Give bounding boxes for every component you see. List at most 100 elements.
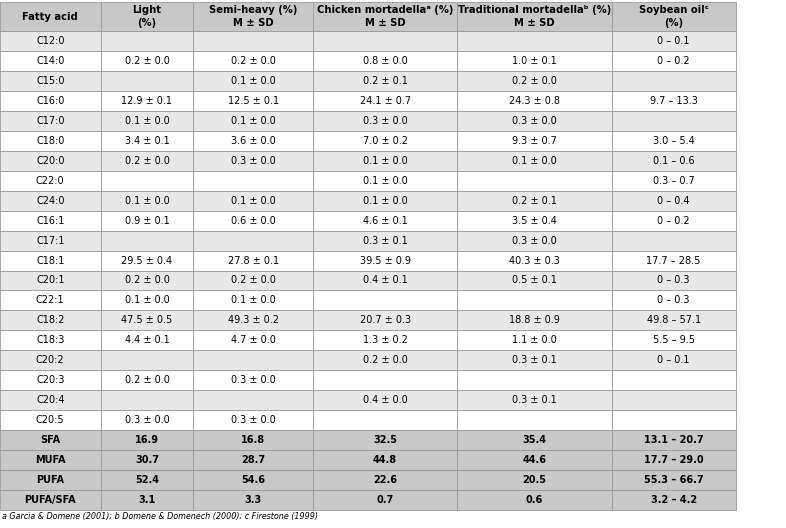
Bar <box>612 51 736 71</box>
Text: 0.3 ± 0.0: 0.3 ± 0.0 <box>231 375 275 385</box>
Bar <box>193 131 313 151</box>
Text: 0.6: 0.6 <box>526 495 543 505</box>
Bar <box>0 231 101 251</box>
Bar <box>0 151 101 171</box>
Bar <box>0 450 101 470</box>
Text: Soybean oilᶜ
(%): Soybean oilᶜ (%) <box>639 5 708 27</box>
Bar <box>0 251 101 270</box>
Bar <box>101 2 193 31</box>
Text: 9.3 ± 0.7: 9.3 ± 0.7 <box>512 136 557 146</box>
Bar <box>0 51 101 71</box>
Bar <box>0 310 101 331</box>
Bar <box>313 2 457 31</box>
Text: 0 – 0.1: 0 – 0.1 <box>657 36 690 46</box>
Bar <box>0 290 101 310</box>
Bar <box>457 331 612 351</box>
Text: 0.1 ± 0.0: 0.1 ± 0.0 <box>231 196 275 205</box>
Text: C18:3: C18:3 <box>36 335 64 345</box>
Bar <box>612 450 736 470</box>
Text: C20:2: C20:2 <box>36 355 64 365</box>
Text: 0 – 0.2: 0 – 0.2 <box>657 215 690 225</box>
Text: 0 – 0.1: 0 – 0.1 <box>657 355 690 365</box>
Bar <box>313 450 457 470</box>
Bar <box>0 390 101 410</box>
Text: 7.0 ± 0.2: 7.0 ± 0.2 <box>362 136 408 146</box>
Bar <box>193 430 313 450</box>
Text: C16:1: C16:1 <box>36 215 64 225</box>
Bar <box>101 31 193 51</box>
Text: 0.3 – 0.7: 0.3 – 0.7 <box>652 176 695 186</box>
Text: 32.5: 32.5 <box>373 435 397 445</box>
Text: 3.6 ± 0.0: 3.6 ± 0.0 <box>231 136 275 146</box>
Bar <box>193 251 313 270</box>
Text: 0.1 ± 0.0: 0.1 ± 0.0 <box>363 196 407 205</box>
Text: 0.1 ± 0.0: 0.1 ± 0.0 <box>512 156 556 166</box>
Bar <box>457 410 612 430</box>
Text: 0.2 ± 0.1: 0.2 ± 0.1 <box>362 76 408 86</box>
Text: 44.6: 44.6 <box>523 455 546 465</box>
Bar <box>193 370 313 390</box>
Text: PUFA: PUFA <box>36 475 64 485</box>
Bar <box>0 211 101 231</box>
Bar <box>457 111 612 131</box>
Bar <box>0 270 101 290</box>
Bar <box>612 251 736 270</box>
Bar <box>193 450 313 470</box>
Bar <box>612 111 736 131</box>
Bar <box>101 310 193 331</box>
Bar <box>193 390 313 410</box>
Text: 0.5 ± 0.1: 0.5 ± 0.1 <box>512 276 557 286</box>
Bar <box>101 270 193 290</box>
Bar <box>101 191 193 211</box>
Bar <box>0 490 101 510</box>
Text: C20:4: C20:4 <box>36 395 64 405</box>
Text: 0.1 – 0.6: 0.1 – 0.6 <box>653 156 694 166</box>
Text: 3.2 – 4.2: 3.2 – 4.2 <box>651 495 696 505</box>
Text: C22:0: C22:0 <box>36 176 64 186</box>
Bar <box>457 270 612 290</box>
Bar <box>193 151 313 171</box>
Bar <box>193 351 313 370</box>
Text: 0.3 ± 0.0: 0.3 ± 0.0 <box>512 235 556 246</box>
Text: 0.3 ± 0.0: 0.3 ± 0.0 <box>231 415 275 425</box>
Bar <box>612 2 736 31</box>
Text: 4.6 ± 0.1: 4.6 ± 0.1 <box>363 215 407 225</box>
Text: 0.3 ± 0.0: 0.3 ± 0.0 <box>231 156 275 166</box>
Bar <box>101 231 193 251</box>
Text: 17.7 – 29.0: 17.7 – 29.0 <box>644 455 703 465</box>
Text: 24.3 ± 0.8: 24.3 ± 0.8 <box>509 96 560 106</box>
Text: Traditional mortadellaᵇ (%)
M ± SD: Traditional mortadellaᵇ (%) M ± SD <box>458 5 611 27</box>
Text: C12:0: C12:0 <box>36 36 64 46</box>
Text: 0.3 ± 0.0: 0.3 ± 0.0 <box>512 116 556 126</box>
Text: 18.8 ± 0.9: 18.8 ± 0.9 <box>509 315 560 325</box>
Bar <box>0 191 101 211</box>
Bar <box>193 270 313 290</box>
Bar <box>457 290 612 310</box>
Bar <box>457 2 612 31</box>
Text: 0.3 ± 0.1: 0.3 ± 0.1 <box>512 395 556 405</box>
Text: SFA: SFA <box>40 435 61 445</box>
Text: 16.8: 16.8 <box>241 435 265 445</box>
Bar <box>313 310 457 331</box>
Bar <box>101 251 193 270</box>
Text: 28.7: 28.7 <box>241 455 265 465</box>
Bar <box>612 171 736 191</box>
Text: 13.1 – 20.7: 13.1 – 20.7 <box>644 435 703 445</box>
Text: 0.2 ± 0.1: 0.2 ± 0.1 <box>512 196 557 205</box>
Bar <box>612 331 736 351</box>
Bar <box>101 91 193 111</box>
Bar <box>457 430 612 450</box>
Text: C17:0: C17:0 <box>36 116 64 126</box>
Text: 0.7: 0.7 <box>376 495 394 505</box>
Text: 0.1 ± 0.0: 0.1 ± 0.0 <box>231 116 275 126</box>
Text: 17.7 – 28.5: 17.7 – 28.5 <box>646 256 701 266</box>
Bar <box>101 390 193 410</box>
Bar <box>0 370 101 390</box>
Bar <box>313 71 457 91</box>
Bar <box>0 2 101 31</box>
Bar <box>313 151 457 171</box>
Bar <box>313 91 457 111</box>
Bar <box>193 91 313 111</box>
Text: 0.2 ± 0.0: 0.2 ± 0.0 <box>362 355 408 365</box>
Text: Chicken mortadellaᵃ (%)
M ± SD: Chicken mortadellaᵃ (%) M ± SD <box>317 5 454 27</box>
